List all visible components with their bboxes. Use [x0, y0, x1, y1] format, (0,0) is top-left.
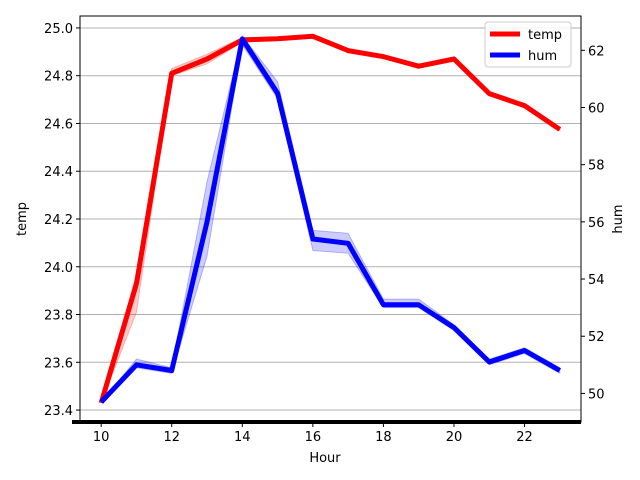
- right-y-tick-label: 62: [588, 44, 605, 59]
- series-line-hum: [99, 36, 562, 404]
- x-tick-label: 20: [446, 430, 463, 445]
- x-tick-label: 18: [375, 430, 392, 445]
- left-y-tick-label: 25.0: [44, 22, 73, 37]
- left-y-tick-label: 24.4: [44, 165, 73, 180]
- x-tick-label: 10: [93, 430, 110, 445]
- right-y-tick-label: 54: [588, 273, 605, 288]
- left-y-tick-label: 23.8: [44, 309, 73, 324]
- legend: temp hum: [484, 21, 572, 68]
- legend-label-hum: hum: [528, 49, 557, 64]
- right-y-tick-label: 58: [588, 159, 605, 174]
- right-y-tick-label: 52: [588, 330, 605, 345]
- left-y-tick-label: 24.0: [44, 261, 73, 276]
- left-y-axis-ticks: 23.4 23.6 23.8 24.0 24.2 24.4 24.6 24.8 25.0: [44, 22, 80, 419]
- x-axis-label: Hour: [309, 451, 341, 466]
- right-y-axis-label: hum: [611, 204, 626, 233]
- right-y-tick-label: 56: [588, 216, 605, 231]
- x-tick-label: 22: [516, 430, 533, 445]
- series-lines: [98, 33, 562, 404]
- left-y-tick-label: 24.2: [44, 213, 73, 228]
- left-y-tick-label: 24.6: [44, 117, 73, 132]
- right-y-axis-ticks: 50 52 54 56 58 60 62: [581, 44, 605, 402]
- left-y-tick-label: 23.4: [44, 404, 73, 419]
- x-tick-label: 14: [234, 430, 251, 445]
- legend-label-temp: temp: [528, 28, 562, 43]
- x-axis-ticks: 10 12 14 16 18 20 22: [93, 422, 533, 445]
- left-y-axis-label: temp: [15, 202, 30, 236]
- x-tick-label: 16: [305, 430, 322, 445]
- x-tick-label: 12: [163, 430, 180, 445]
- left-y-tick-label: 23.6: [44, 356, 73, 371]
- right-y-tick-label: 60: [588, 101, 605, 116]
- grid-lines: [80, 27, 581, 411]
- series-line-temp: [98, 33, 562, 404]
- right-y-tick-label: 50: [588, 387, 605, 402]
- left-y-tick-label: 24.8: [44, 70, 73, 85]
